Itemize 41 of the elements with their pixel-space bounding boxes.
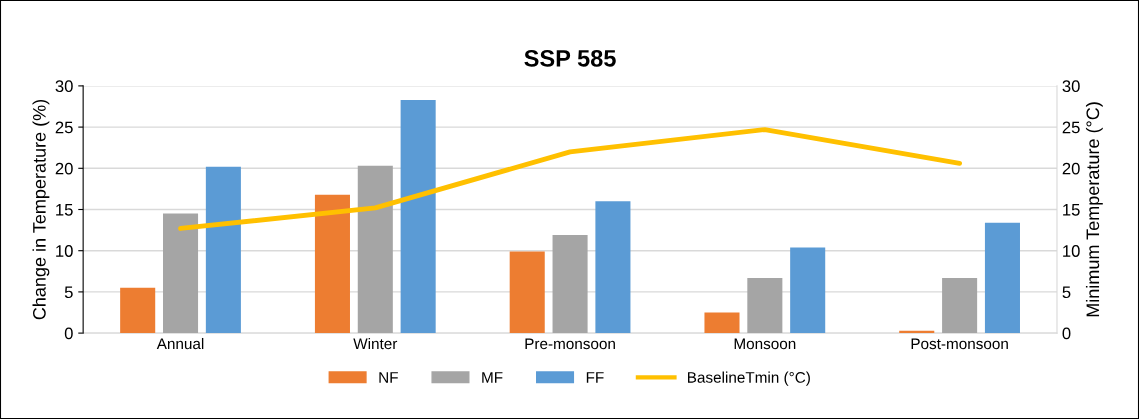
y-tick-label: 20 (55, 162, 73, 175)
y-axis-title: Change in Temperature (%) (32, 99, 50, 320)
y-tick-label: 30 (55, 80, 73, 93)
bar (205, 166, 241, 334)
bar (704, 312, 740, 334)
y2-axis-title: Minimum Temperature (°C) (1085, 102, 1103, 317)
y2-tick-label: 15 (1063, 204, 1080, 216)
x-tick-label: Post-monsoon (911, 338, 1008, 350)
y2-tick-label: 5 (1062, 286, 1071, 299)
x-tick-label: Winter (353, 337, 398, 350)
bar (790, 247, 826, 334)
bar (400, 99, 436, 334)
x-tick-label: Annual (156, 337, 204, 350)
y2-tick-label: 25 (1062, 121, 1080, 134)
bar (509, 251, 545, 334)
y2-tick-label: 30 (1062, 80, 1080, 93)
bar (314, 194, 350, 334)
bar (163, 213, 199, 334)
y-tick-label: 10 (56, 245, 73, 257)
x-tick-label: Monsoon (734, 338, 796, 350)
x-tick-label: Pre-monsoon (525, 338, 615, 350)
y-tick-label: 0 (64, 327, 73, 340)
chart-title: SSP 585 (524, 49, 616, 67)
y2-tick-label: 0 (1062, 327, 1071, 340)
bar (357, 165, 393, 334)
legend-label: BaselineTmin (°C) (688, 371, 810, 386)
legend-label: FF (586, 372, 604, 383)
line-series (178, 127, 963, 231)
bar (942, 277, 978, 334)
y2-tick-label: 10 (1063, 245, 1080, 257)
bar (120, 287, 156, 334)
legend-label: MF (482, 372, 503, 383)
y-tick-label: 25 (55, 121, 73, 134)
bar (595, 201, 631, 334)
y-tick-label: 15 (56, 204, 73, 216)
bar (984, 222, 1020, 334)
y2-tick-label: 20 (1062, 162, 1080, 175)
bar (747, 277, 783, 334)
bar (552, 235, 588, 334)
legend-label: NF (379, 372, 398, 383)
y-tick-label: 5 (64, 286, 73, 299)
